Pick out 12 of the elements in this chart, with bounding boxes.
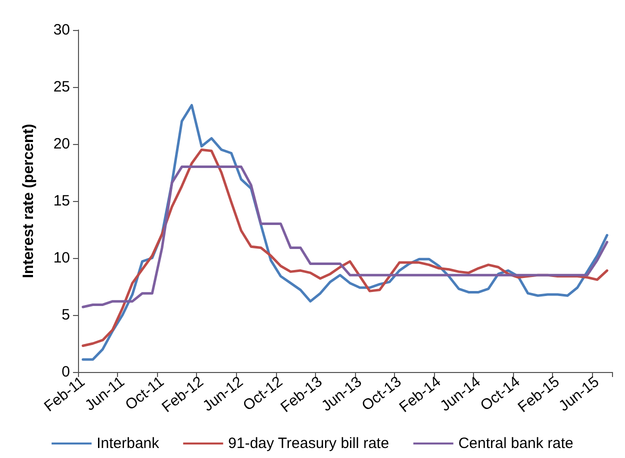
y-tick-label: 10 — [53, 250, 70, 266]
legend-label: 91-day Treasury bill rate — [228, 435, 390, 452]
y-axis-title: Interest rate (percent) — [20, 124, 37, 278]
line-series — [82, 166, 608, 308]
y-tick-label: 0 — [62, 364, 70, 380]
legend-label: Interbank — [96, 435, 160, 452]
y-tick-label: 25 — [53, 78, 70, 96]
y-tick-label: 15 — [53, 192, 70, 210]
legend-label: Central bank rate — [458, 435, 574, 452]
y-tick-label: 20 — [53, 136, 70, 152]
y-tick-label: 5 — [62, 306, 70, 324]
y-tick-label: 30 — [53, 22, 70, 38]
